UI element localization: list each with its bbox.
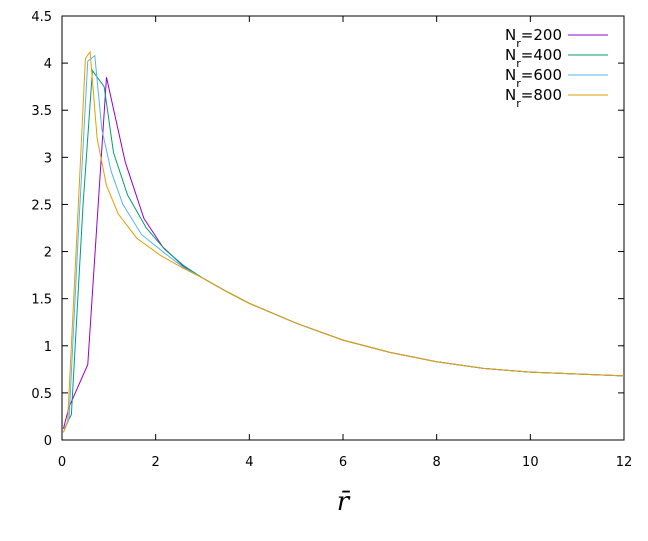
line-series xyxy=(62,54,625,433)
legend-label: Nr=600 xyxy=(505,66,562,90)
x-tick-label: 0 xyxy=(58,455,66,470)
x-tick-label: 6 xyxy=(339,455,347,470)
y-tick-label: 0 xyxy=(44,434,52,449)
y-tick-label: 0.5 xyxy=(31,387,52,402)
x-tick-label: 8 xyxy=(433,455,441,470)
x-tick-label: 12 xyxy=(616,455,633,470)
y-tick-label: 4 xyxy=(44,57,52,72)
x-axis-label: r̄ xyxy=(337,487,351,517)
x-tick-label: 2 xyxy=(152,455,160,470)
y-tick-label: 1 xyxy=(44,340,52,355)
y-tick-label: 3 xyxy=(44,151,52,166)
y-tick-label: 4.5 xyxy=(31,10,52,25)
line-series xyxy=(62,77,625,429)
x-tick-label: 4 xyxy=(245,455,253,470)
y-tick-label: 1.5 xyxy=(31,293,52,308)
y-tick-label: 3.5 xyxy=(31,104,52,119)
line-series xyxy=(63,69,625,429)
legend-label: Nr=200 xyxy=(505,26,562,50)
x-tick-label: 10 xyxy=(522,455,539,470)
legend-label: Nr=400 xyxy=(505,46,562,70)
y-tick-label: 2.5 xyxy=(31,198,52,213)
legend-label: Nr=800 xyxy=(505,86,562,110)
y-tick-label: 2 xyxy=(44,246,52,261)
line-series xyxy=(62,50,625,433)
